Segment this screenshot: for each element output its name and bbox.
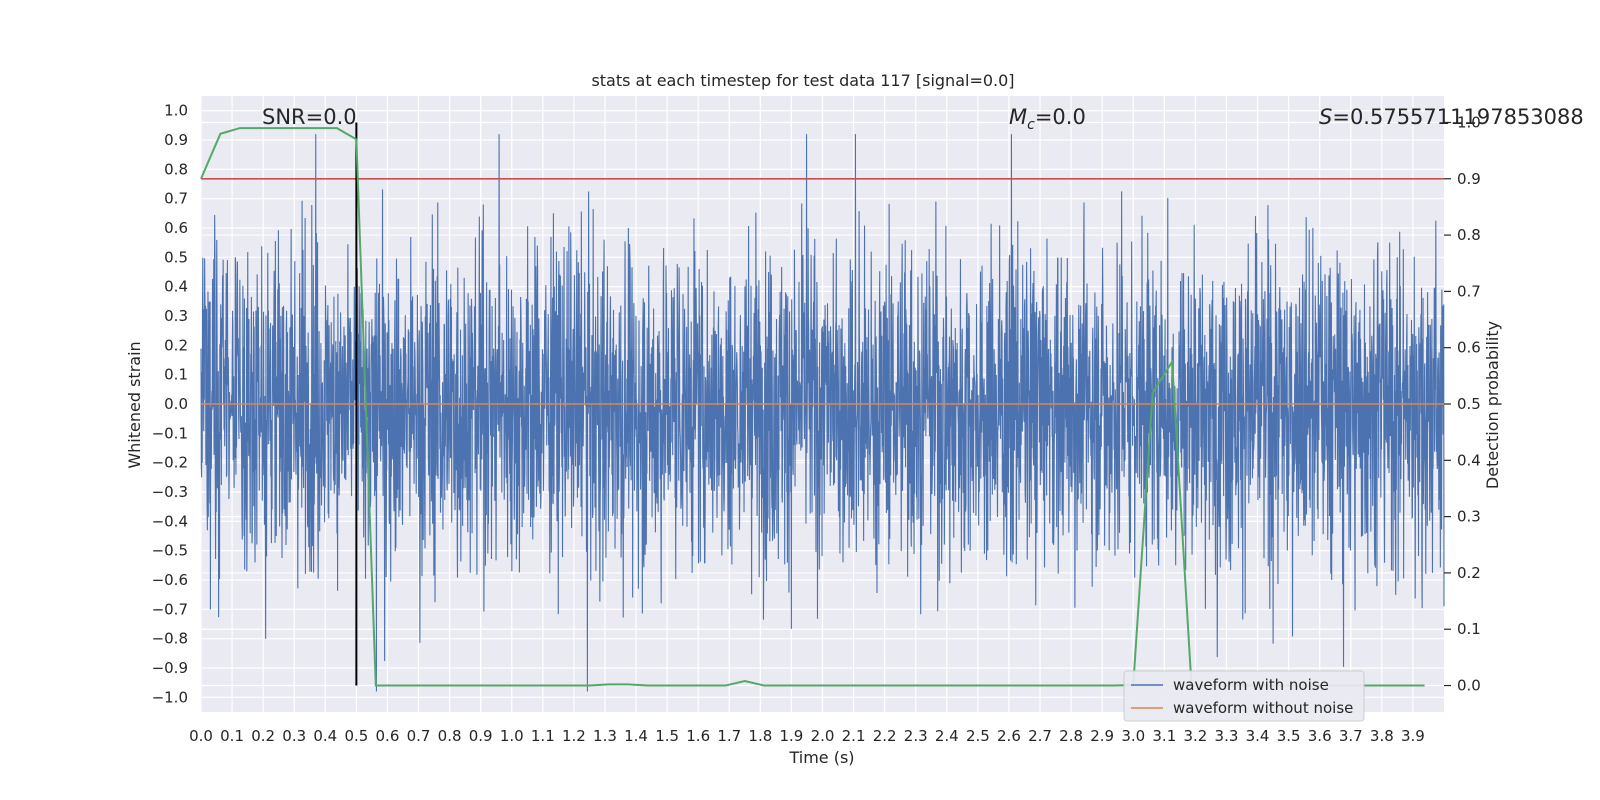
x-tick-label: 3.6 [1308,727,1332,745]
y-tick-label: 0.7 [164,190,188,208]
x-tick-label: 3.3 [1215,727,1239,745]
x-tick-label: 2.0 [811,727,835,745]
y2-axis-label: Detection probability [1483,321,1502,489]
x-tick-label: 0.6 [376,727,400,745]
x-tick-label: 3.1 [1152,727,1176,745]
x-tick-label: 1.5 [655,727,679,745]
x-tick-label: 1.8 [748,727,772,745]
y-tick-label: −0.8 [152,630,188,648]
legend-box [1123,670,1365,722]
y-tick-label: 0.4 [164,278,188,296]
x-tick-label: 2.9 [1090,727,1114,745]
chart-title: stats at each timestep for test data 117… [591,71,1014,90]
chirp-mass-value: =0.0 [1035,105,1086,129]
x-tick-label: 1.1 [531,727,555,745]
x-tick-label: 0.4 [313,727,337,745]
y-tick-label: −0.1 [152,424,188,442]
y-tick-label: 0.8 [164,160,188,178]
y2-tick-label: 0.5 [1457,395,1481,413]
score-symbol: S [1319,105,1332,129]
y2-tick-label: 0.8 [1457,226,1481,244]
x-tick-label: 1.6 [686,727,710,745]
y2-tick-label: 0.1 [1457,620,1481,638]
x-tick-label: 0.9 [469,727,493,745]
x-tick-label: 3.4 [1246,727,1270,745]
y2-tick-label: 0.9 [1457,170,1481,188]
x-tick-label: 1.0 [500,727,524,745]
y-tick-label: 0.5 [164,248,188,266]
x-tick-label: 1.4 [624,727,648,745]
x-tick-label: 1.3 [593,727,617,745]
y-tick-label: −1.0 [152,688,188,706]
x-tick-label: 2.6 [997,727,1021,745]
y2-tick-label: 0.3 [1457,508,1481,526]
y2-tick-label: 0.0 [1457,677,1481,695]
x-tick-label: 1.7 [717,727,741,745]
x-tick-label: 0.7 [407,727,431,745]
y-tick-label: 0.9 [164,131,188,149]
x-tick-label: 3.2 [1183,727,1207,745]
x-tick-label: 0.0 [189,727,213,745]
y2-tick-label: 1.0 [1457,113,1481,131]
y-tick-label: −0.7 [152,600,188,618]
y-tick-label: 0.6 [164,219,188,237]
x-tick-label: 2.7 [1028,727,1052,745]
score-annotation: S=0.5755711197853088 [1319,105,1584,129]
legend-label-clean: waveform without noise [1173,699,1353,717]
y2-tick-label: 0.7 [1457,282,1481,300]
chirp-mass-annotation: Mc=0.0 [1009,105,1086,133]
x-tick-label: 1.9 [779,727,803,745]
y2-tick-label: 0.4 [1457,451,1481,469]
y2-tick-label: 0.6 [1457,339,1481,357]
x-tick-label: 3.7 [1339,727,1363,745]
y2-tick-label: 0.2 [1457,564,1481,582]
y-axis-label: Whitened strain [125,341,144,468]
x-axis-ticks: 0.0 0.1 0.2 0.3 0.4 0.5 0.6 0.7 0.8 0.9 1.0 1.1 1.2 1… [189,727,1425,745]
y-tick-label: 1.0 [164,102,188,120]
legend-label-noise: waveform with noise [1173,676,1329,694]
snr-annotation: SNR=0.0 [262,105,357,129]
x-axis-label: Time (s) [788,748,854,767]
y-tick-label: 0.3 [164,307,188,325]
chirp-mass-subscript: c [1027,117,1035,133]
x-tick-label: 1.2 [562,727,586,745]
x-tick-label: 3.9 [1401,727,1425,745]
score-value: =0.5755711197853088 [1332,105,1583,129]
x-tick-label: 3.0 [1121,727,1145,745]
x-tick-label: 2.8 [1059,727,1083,745]
y-tick-label: −0.2 [152,454,188,472]
x-tick-label: 0.8 [438,727,462,745]
y-tick-label: −0.9 [152,659,188,677]
y-tick-label: −0.4 [152,512,188,530]
y-tick-label: 0.0 [164,395,188,413]
x-tick-label: 0.1 [220,727,244,745]
series-waveform-with-noise [200,134,1445,692]
x-tick-label: 0.2 [251,727,275,745]
x-tick-label: 0.3 [282,727,306,745]
x-tick-label: 2.1 [842,727,866,745]
chirp-mass-symbol: M [1009,105,1027,129]
x-tick-label: 2.4 [935,727,959,745]
x-tick-label: 0.5 [344,727,368,745]
y-tick-label: −0.5 [152,542,188,560]
y2-axis-ticks: 1.0 0.9 0.8 0.7 0.6 0.5 0.4 0.3 0.2 0.1 0.0 [1444,113,1481,695]
legend: waveform with noise waveform without noi… [1123,670,1365,722]
y-tick-label: 0.2 [164,336,188,354]
y-axis-ticks: 1.0 0.9 0.8 0.7 0.6 0.5 0.4 0.3 0.2 0.1 0.0 −0.1 −0.… [152,102,188,707]
x-tick-label: 3.8 [1370,727,1394,745]
x-tick-label: 2.2 [873,727,897,745]
x-tick-label: 3.5 [1277,727,1301,745]
x-tick-label: 2.3 [904,727,928,745]
y-tick-label: −0.3 [152,483,188,501]
y-tick-label: −0.6 [152,571,188,589]
noise-waveform-line [200,134,1445,692]
x-tick-label: 2.5 [966,727,990,745]
y-tick-label: 0.1 [164,366,188,384]
